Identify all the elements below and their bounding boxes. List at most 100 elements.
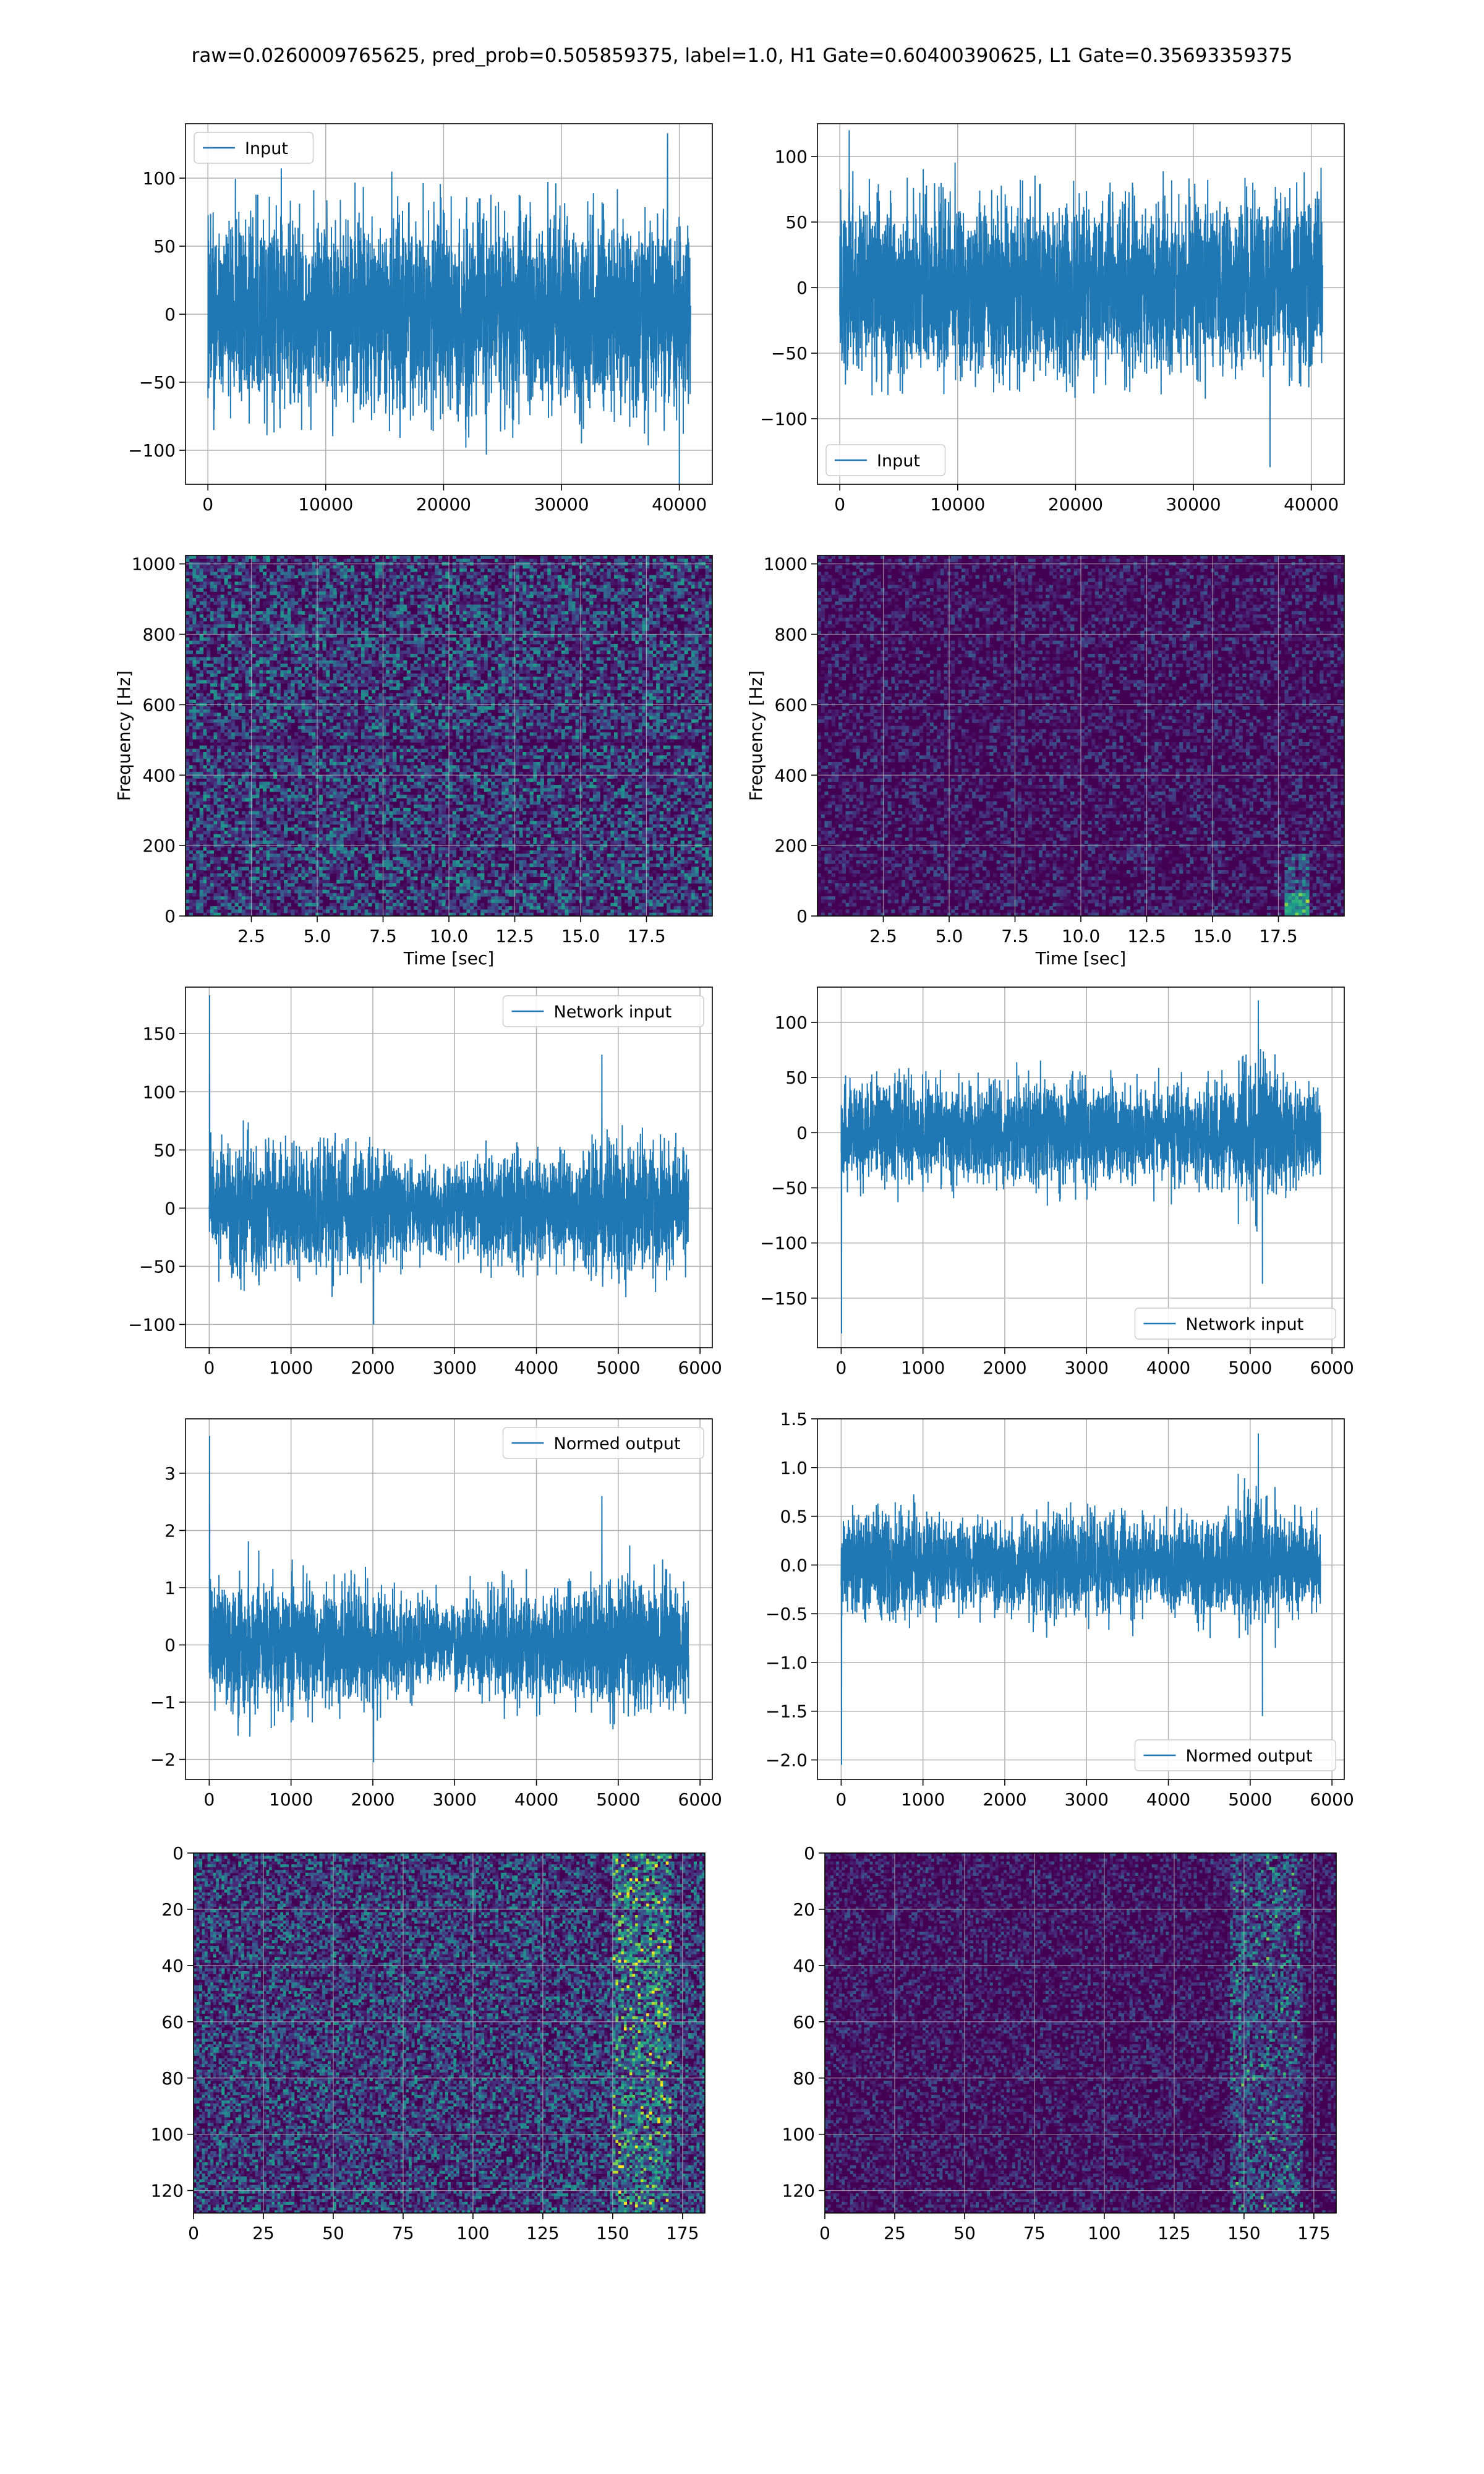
heatmap-cell	[427, 663, 432, 667]
heatmap-cell	[625, 634, 629, 638]
heatmap-cell	[610, 683, 615, 687]
heatmap-cell	[343, 680, 348, 684]
heatmap-cell	[234, 614, 239, 618]
heatmap-cell	[494, 565, 499, 569]
heatmap-cell	[659, 575, 664, 579]
heatmap-cell	[372, 687, 376, 690]
heatmap-cell	[487, 611, 492, 615]
heatmap-cell	[680, 617, 685, 622]
heatmap-cell	[273, 630, 278, 635]
y-tick-label: 0	[164, 304, 176, 325]
heatmap-cell	[659, 640, 664, 644]
heatmap-cell	[494, 601, 499, 606]
heatmap-cell	[635, 687, 639, 690]
heatmap-cell	[477, 559, 481, 563]
heatmap-cell	[368, 591, 372, 596]
heatmap-cell	[537, 667, 541, 671]
heatmap-cell	[498, 568, 502, 573]
heatmap-cell	[326, 670, 330, 674]
heatmap-cell	[350, 591, 355, 596]
heatmap-cell	[501, 607, 506, 612]
heatmap-cell	[688, 683, 692, 687]
heatmap-cell	[529, 611, 534, 615]
heatmap-cell	[291, 634, 295, 638]
heatmap-cell	[459, 604, 464, 609]
heatmap-cell	[326, 654, 330, 657]
heatmap-cell	[586, 584, 590, 589]
heatmap-cell	[294, 607, 299, 612]
heatmap-cell	[231, 696, 236, 700]
heatmap-cell	[417, 568, 422, 573]
heatmap-cell	[312, 578, 316, 582]
heatmap-cell	[698, 594, 702, 599]
heatmap-cell	[287, 637, 291, 641]
heatmap-cell	[449, 654, 453, 657]
heatmap-cell	[273, 680, 278, 684]
heatmap-cell	[399, 687, 404, 690]
heatmap-cell	[494, 594, 499, 599]
heatmap-cell	[414, 637, 418, 641]
heatmap-cell	[452, 591, 456, 596]
heatmap-cell	[297, 690, 302, 694]
heatmap-cell	[480, 581, 485, 586]
heatmap-cell	[333, 627, 337, 631]
heatmap-cell	[522, 594, 527, 599]
heatmap-cell	[480, 575, 485, 579]
heatmap-cell	[273, 700, 278, 704]
heatmap-cell	[234, 687, 239, 690]
heatmap-cell	[667, 630, 671, 635]
heatmap-cell	[220, 690, 225, 694]
heatmap-cell	[364, 700, 369, 704]
heatmap-cell	[575, 627, 579, 631]
heatmap-cell	[199, 690, 203, 694]
heatmap-cell	[255, 621, 260, 625]
heatmap-cell	[259, 644, 263, 648]
heatmap-cell	[473, 624, 478, 628]
heatmap-cell	[406, 630, 411, 635]
heatmap-cell	[189, 581, 193, 586]
heatmap-cell	[684, 644, 688, 648]
heatmap-cell	[470, 687, 474, 690]
heatmap-cell	[631, 555, 636, 559]
heatmap-cell	[259, 568, 263, 573]
heatmap-cell	[220, 594, 225, 599]
heatmap-cell	[537, 637, 541, 641]
heatmap-cell	[631, 634, 636, 638]
heatmap-cell	[238, 683, 242, 687]
heatmap-cell	[326, 680, 330, 684]
heatmap-cell	[234, 571, 239, 576]
heatmap-cell	[280, 634, 284, 638]
heatmap-cell	[631, 591, 636, 596]
heatmap-cell	[466, 584, 471, 589]
heatmap-cell	[505, 559, 510, 563]
heatmap-cell	[463, 700, 467, 704]
heatmap-cell	[207, 640, 211, 644]
heatmap-cell	[396, 617, 401, 622]
chart-spectrogram-h1: 2.5 5.0 7.5 10.0 12.5 15.0 17.5020040060080010…	[114, 554, 713, 969]
heatmap-cell	[284, 611, 288, 615]
heatmap-cell	[466, 670, 471, 674]
heatmap-cell	[217, 559, 221, 563]
heatmap-cell	[192, 559, 197, 563]
heatmap-cell	[709, 667, 712, 671]
heatmap-cell	[470, 624, 474, 628]
heatmap-cell	[694, 654, 699, 657]
heatmap-cell	[667, 683, 671, 687]
heatmap-cell	[238, 634, 242, 638]
legend-label: Input	[245, 139, 288, 158]
heatmap-cell	[691, 663, 696, 667]
heatmap-cell	[652, 581, 657, 586]
heatmap-cell	[207, 571, 211, 576]
heatmap-cell	[470, 693, 474, 697]
heatmap-cell	[621, 621, 625, 625]
heatmap-cell	[617, 657, 621, 661]
heatmap-cell	[701, 627, 706, 631]
heatmap-cell	[287, 634, 291, 638]
heatmap-cell	[364, 683, 369, 687]
heatmap-cell	[561, 604, 566, 609]
heatmap-cell	[417, 696, 422, 700]
heatmap-cell	[561, 611, 566, 615]
heatmap-cell	[372, 650, 376, 654]
heatmap-cell	[372, 597, 376, 602]
heatmap-cell	[354, 624, 358, 628]
